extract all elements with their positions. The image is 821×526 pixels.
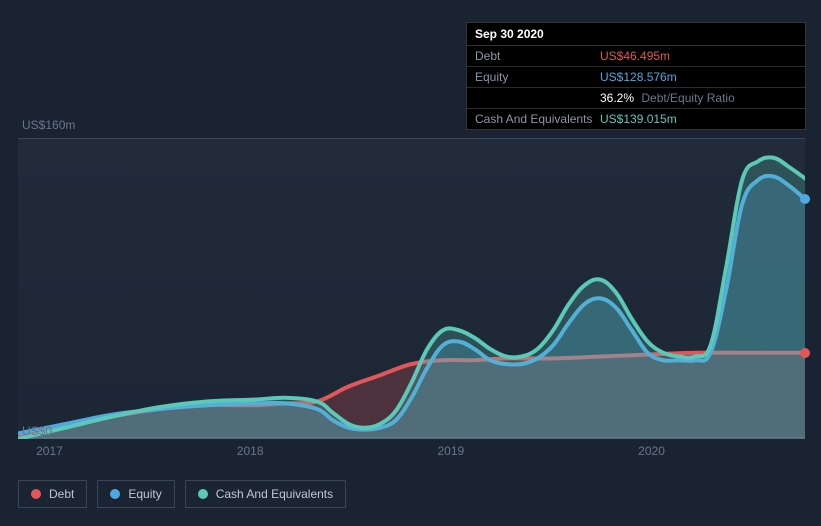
legend-item[interactable]: Debt (18, 480, 87, 508)
legend-label: Cash And Equivalents (216, 487, 333, 501)
tooltip-row-equity: Equity US$128.576m (467, 67, 805, 88)
x-axis-tick: 2017 (36, 444, 63, 458)
x-axis-tick: 2019 (437, 444, 464, 458)
series-end-dot (800, 348, 810, 358)
tooltip-date: Sep 30 2020 (467, 23, 805, 46)
tooltip-row-cash: Cash And Equivalents US$139.015m (467, 109, 805, 129)
legend-label: Debt (49, 487, 74, 501)
tooltip-label: Cash And Equivalents (475, 112, 600, 126)
tooltip-row-ratio: 36.2% Debt/Equity Ratio (467, 88, 805, 109)
tooltip-row-debt: Debt US$46.495m (467, 46, 805, 67)
tooltip-ratio-pct: 36.2% (600, 91, 634, 105)
tooltip-value: US$139.015m (600, 112, 677, 126)
tooltip-value: US$128.576m (600, 70, 677, 84)
x-axis-tick: 2018 (237, 444, 264, 458)
legend-swatch-icon (198, 489, 208, 499)
legend-swatch-icon (110, 489, 120, 499)
legend-swatch-icon (31, 489, 41, 499)
x-axis: 2017 2018 2019 2020 (18, 444, 805, 464)
chart-area: US$160m US$0 (18, 120, 805, 438)
series-end-dot (800, 194, 810, 204)
legend-item[interactable]: Equity (97, 480, 174, 508)
chart-plot[interactable] (18, 138, 805, 438)
tooltip-label: Equity (475, 70, 600, 84)
series-area (18, 157, 805, 439)
tooltip-label: Debt (475, 49, 600, 63)
tooltip-ratio-label: Debt/Equity Ratio (641, 91, 734, 105)
tooltip-panel: Sep 30 2020 Debt US$46.495m Equity US$12… (466, 22, 806, 130)
x-axis-tick: 2020 (638, 444, 665, 458)
y-axis-label-bottom: US$0 (22, 424, 52, 438)
chart-legend: Debt Equity Cash And Equivalents (18, 480, 346, 508)
tooltip-label (475, 91, 600, 105)
y-axis-label-top: US$160m (22, 118, 75, 132)
legend-item[interactable]: Cash And Equivalents (185, 480, 346, 508)
tooltip-value: US$46.495m (600, 49, 670, 63)
chart-svg (18, 139, 805, 439)
legend-label: Equity (128, 487, 161, 501)
